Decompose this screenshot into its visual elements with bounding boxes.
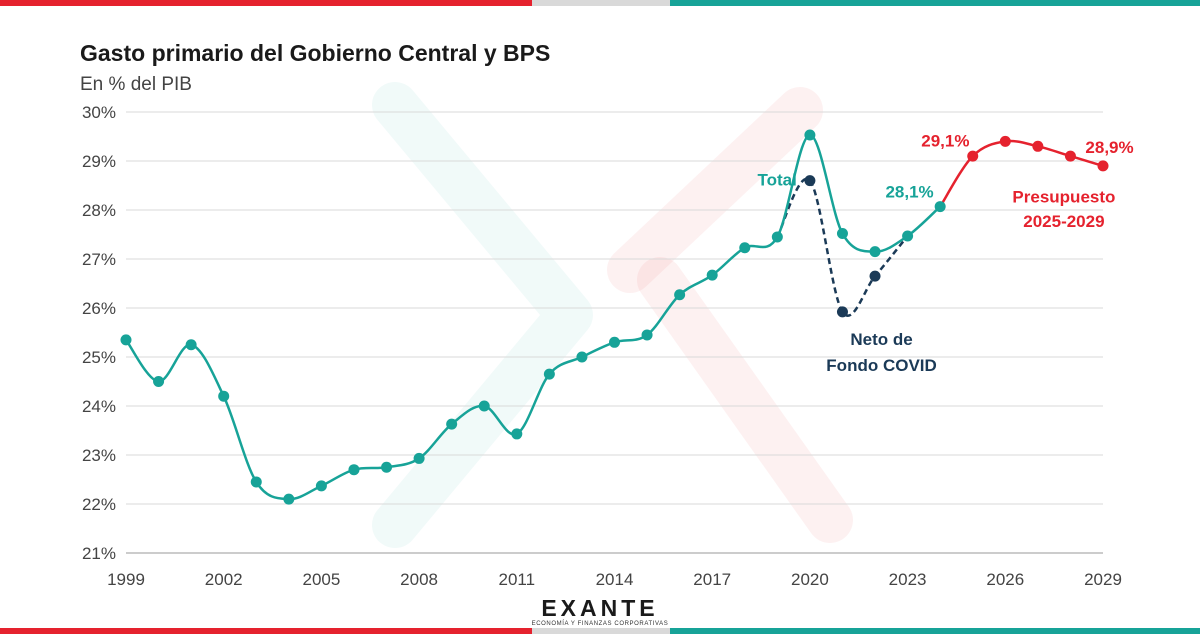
y-tick-label: 26% xyxy=(82,299,116,318)
data-point xyxy=(478,400,490,412)
data-point xyxy=(348,464,360,476)
series-points xyxy=(120,129,1109,505)
data-point xyxy=(771,231,783,243)
data-point xyxy=(1064,150,1076,162)
x-tick-label: 2023 xyxy=(889,570,927,589)
x-tick-label: 2020 xyxy=(791,570,829,589)
data-point xyxy=(869,246,881,258)
top-bar-red-segment xyxy=(0,0,532,6)
annotation-label: Total xyxy=(758,171,797,190)
logo-tagline: ECONOMÍA Y FINANZAS CORPORATIVAS xyxy=(531,621,669,627)
data-point xyxy=(804,129,816,141)
y-tick-label: 25% xyxy=(82,348,116,367)
x-tick-label: 2029 xyxy=(1084,570,1122,589)
annotation-label: 29,1% xyxy=(921,131,969,150)
data-point xyxy=(1097,160,1109,172)
x-axis-ticks: 1999 2002 2005 2008 2011 2014 2017 2020 2023 2026… xyxy=(107,570,1122,589)
data-point xyxy=(120,334,132,346)
x-tick-label: 2017 xyxy=(693,570,731,589)
data-point xyxy=(543,368,555,380)
x-tick-label: 2008 xyxy=(400,570,438,589)
x-tick-label: 2005 xyxy=(302,570,340,589)
y-tick-label: 30% xyxy=(82,103,116,122)
series-line-0 xyxy=(124,133,942,501)
exante-logo: EXANTE ECONOMÍA Y FINANZAS CORPORATIVAS xyxy=(530,596,670,628)
data-point xyxy=(739,242,751,254)
data-point xyxy=(902,230,914,242)
data-point xyxy=(315,480,327,492)
logo-wordmark: EXANTE xyxy=(541,595,659,621)
y-tick-label: 21% xyxy=(82,544,116,563)
data-point xyxy=(446,418,458,430)
y-tick-label: 22% xyxy=(82,495,116,514)
y-tick-label: 23% xyxy=(82,446,116,465)
top-bar-teal-segment xyxy=(670,0,1200,6)
annotation-label: Neto de xyxy=(850,330,912,349)
grid-lines xyxy=(126,111,1103,554)
annotation-label: Presupuesto xyxy=(1012,188,1115,207)
chart-subtitle: En % del PIB xyxy=(80,74,192,95)
data-point xyxy=(869,270,881,282)
data-point xyxy=(250,476,262,488)
data-point xyxy=(609,336,620,348)
data-point xyxy=(1032,140,1044,152)
y-tick-label: 27% xyxy=(82,250,116,269)
watermark-x-logo xyxy=(372,82,853,548)
y-tick-label: 24% xyxy=(82,397,116,416)
x-tick-label: 2014 xyxy=(596,570,634,589)
data-point xyxy=(706,269,718,281)
annotations: Total 28,1% Neto de Fondo COVID 29,1% 28,9% Pr… xyxy=(758,131,1134,375)
x-tick-label: 1999 xyxy=(107,570,145,589)
x-tick-label: 2026 xyxy=(986,570,1024,589)
data-point xyxy=(381,461,393,473)
y-axis-ticks: 21% 22% 23% 24% 25% 26% 27% 28% 29% 30% xyxy=(82,103,116,563)
data-point xyxy=(999,135,1011,147)
data-point xyxy=(576,351,588,363)
bottom-color-bar xyxy=(0,628,1200,634)
data-point xyxy=(836,306,848,318)
watermark-stroke-red-upper xyxy=(607,87,823,293)
annotation-label: 2025-2029 xyxy=(1023,212,1104,231)
data-point xyxy=(413,452,425,464)
annotation-label: Fondo COVID xyxy=(826,356,936,375)
top-bar-gray-segment xyxy=(532,0,670,6)
series-lines xyxy=(124,133,1104,501)
data-point xyxy=(511,428,523,440)
data-point xyxy=(934,201,946,213)
data-point xyxy=(641,329,653,341)
bottom-bar-red-segment xyxy=(0,628,532,634)
series-line-1 xyxy=(776,177,909,317)
y-tick-label: 29% xyxy=(82,152,116,171)
x-tick-label: 2002 xyxy=(205,570,243,589)
top-color-bar xyxy=(0,0,1200,6)
data-point xyxy=(218,390,230,402)
y-tick-label: 28% xyxy=(82,201,116,220)
chart-title: Gasto primario del Gobierno Central y BP… xyxy=(80,40,551,66)
annotation-label: 28,9% xyxy=(1085,138,1133,157)
bottom-bar-teal-segment xyxy=(670,628,1200,634)
data-point xyxy=(185,339,197,351)
data-point xyxy=(967,150,979,162)
annotation-label: 28,1% xyxy=(885,182,933,201)
data-point xyxy=(283,493,295,505)
bottom-bar-gray-segment xyxy=(532,628,670,634)
data-point xyxy=(153,376,165,387)
x-tick-label: 2011 xyxy=(499,570,536,589)
watermark-stroke-red xyxy=(637,257,853,543)
data-point xyxy=(674,289,686,301)
data-point xyxy=(804,175,816,187)
data-point xyxy=(836,228,848,240)
